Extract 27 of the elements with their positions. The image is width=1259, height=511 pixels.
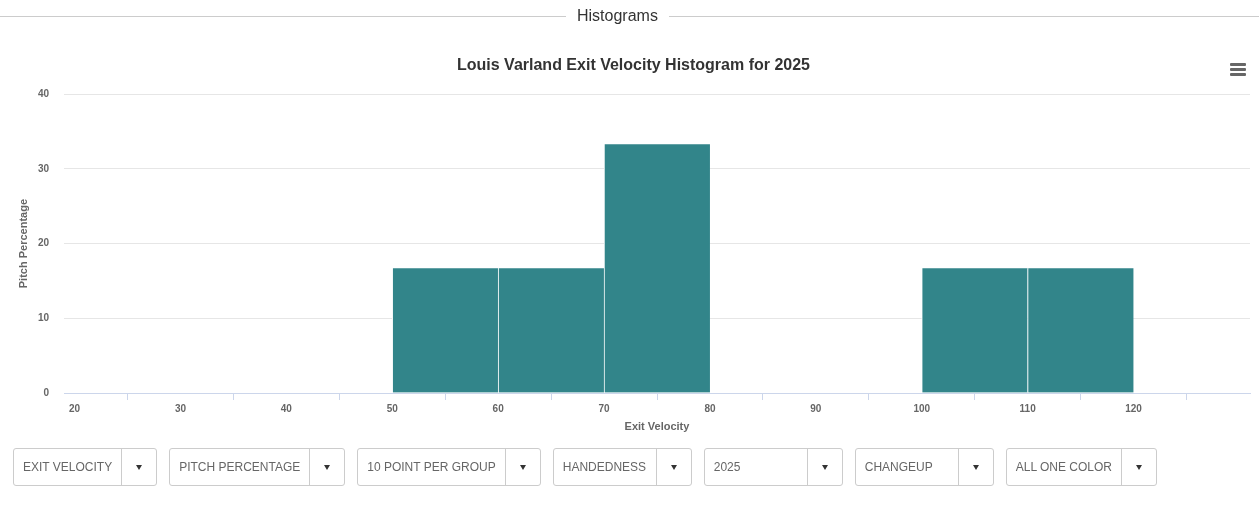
x-axis-title: Exit Velocity <box>624 420 691 433</box>
select-field: 2025 <box>703 448 843 486</box>
x-tick-label: 40 <box>280 402 293 414</box>
x-tick-label: 100 <box>913 402 931 414</box>
y-axis-title: Pitch Percentage <box>16 198 29 289</box>
select-field: HANDEDNESS <box>552 448 692 486</box>
chart-title: Louis Varland Exit Velocity Histogram for 2025 <box>456 56 811 74</box>
select-field: CHANGEUP <box>854 448 994 486</box>
y-tick-label: 40 <box>37 87 50 99</box>
text: Histograms <box>576 7 659 25</box>
x-tick-label: 120 <box>1125 402 1143 414</box>
x-tick-label: 80 <box>704 402 716 414</box>
y-tick-label: 0 <box>43 386 50 398</box>
y-tick-label: 30 <box>37 162 50 174</box>
select-field: EXIT VELOCITY <box>13 448 158 486</box>
x-tick-label: 30 <box>174 402 187 414</box>
y-tick-label: 10 <box>37 312 50 324</box>
x-tick-label: 60 <box>492 402 505 414</box>
x-tick-label: 110 <box>1019 402 1037 414</box>
select-field: PITCH PERCENTAGE <box>169 448 346 486</box>
x-tick-label: 70 <box>598 402 611 414</box>
x-tick-label: 50 <box>386 402 399 414</box>
x-tick-label: 90 <box>810 402 822 414</box>
select-field: 10 POINT PER GROUP <box>357 448 541 486</box>
select-field: ALL ONE COLOR <box>1005 448 1157 486</box>
y-tick-label: 20 <box>37 237 50 249</box>
x-tick-label: 20 <box>69 402 81 414</box>
